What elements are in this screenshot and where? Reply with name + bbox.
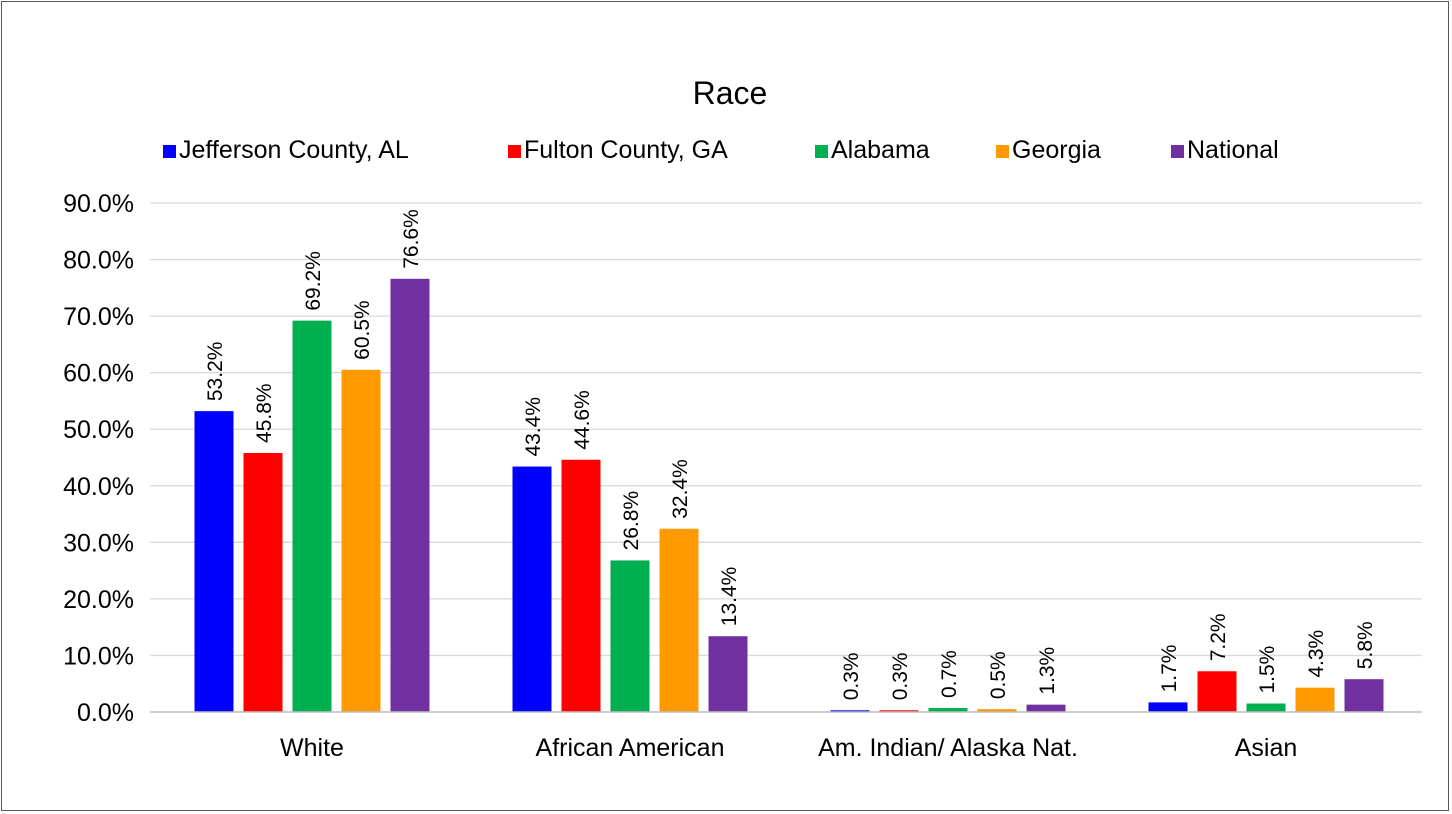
data-label: 32.4%	[669, 459, 692, 519]
y-tick-label: 20.0%	[63, 586, 134, 614]
y-tick-label: 0.0%	[77, 699, 134, 727]
data-label: 13.4%	[718, 567, 741, 627]
bar	[659, 528, 699, 712]
bar	[292, 320, 332, 712]
legend-swatch	[815, 145, 828, 158]
bar	[1197, 671, 1237, 712]
y-tick-label: 40.0%	[63, 473, 134, 501]
bar	[1026, 704, 1066, 712]
legend: Jefferson County, AL Fulton County, GA Ala…	[163, 136, 1279, 164]
legend-label: Jefferson County, AL	[179, 136, 409, 164]
bars	[194, 278, 1384, 712]
y-tick-label: 50.0%	[63, 416, 134, 444]
bar	[977, 709, 1017, 712]
x-axis: White African American Am. Indian/ Alaska …	[150, 711, 1422, 762]
data-label: 0.7%	[938, 650, 961, 698]
chart-title: Race	[693, 75, 768, 111]
data-label: 1.5%	[1256, 646, 1279, 694]
data-label: 7.2%	[1207, 613, 1230, 661]
data-label: 5.8%	[1354, 621, 1377, 669]
y-tick-label: 80.0%	[63, 247, 134, 275]
legend-swatch	[996, 145, 1009, 158]
bar	[561, 459, 601, 712]
y-tick-label: 10.0%	[63, 642, 134, 670]
data-label: 60.5%	[351, 300, 374, 360]
y-axis: 0.0% 10.0% 20.0% 30.0% 40.0% 50.0% 60.0% 70.0% 8…	[63, 190, 134, 727]
x-tick-label: Asian	[1235, 734, 1298, 762]
bar	[512, 466, 552, 712]
bar	[1246, 703, 1286, 712]
x-tick-label: African American	[536, 734, 725, 762]
bar	[830, 710, 870, 712]
data-label: 69.2%	[302, 251, 325, 311]
legend-label: National	[1187, 136, 1279, 164]
gridlines	[150, 202, 1422, 713]
bar	[610, 560, 650, 712]
data-label: 53.2%	[204, 342, 227, 402]
bar	[194, 411, 234, 712]
data-label: 0.3%	[889, 652, 912, 700]
y-tick-label: 30.0%	[63, 529, 134, 557]
data-label: 43.4%	[522, 397, 545, 457]
y-tick-label: 60.0%	[63, 360, 134, 388]
bar	[928, 708, 968, 712]
data-label: 1.3%	[1036, 647, 1059, 695]
bar	[1344, 679, 1384, 712]
data-label: 4.3%	[1305, 630, 1328, 678]
bar	[1295, 687, 1335, 712]
legend-swatch	[508, 145, 521, 158]
bar	[879, 710, 919, 712]
legend-label: Alabama	[831, 136, 930, 164]
data-label: 45.8%	[253, 383, 276, 443]
y-tick-label: 90.0%	[63, 190, 134, 218]
data-label: 76.6%	[400, 209, 423, 269]
bar	[390, 278, 430, 712]
data-label: 1.7%	[1158, 645, 1181, 693]
legend-label: Fulton County, GA	[524, 136, 728, 164]
legend-swatch	[163, 145, 176, 158]
x-tick-label: Am. Indian/ Alaska Nat.	[818, 734, 1078, 762]
bar	[341, 369, 381, 712]
y-tick-label: 70.0%	[63, 303, 134, 331]
data-label: 0.5%	[987, 651, 1010, 699]
data-label: 26.8%	[620, 491, 643, 551]
bar	[243, 452, 283, 712]
bar	[1148, 702, 1188, 712]
x-tick-label: White	[280, 734, 344, 762]
data-label: 0.3%	[840, 652, 863, 700]
legend-label: Georgia	[1012, 136, 1101, 164]
bar	[708, 636, 748, 712]
data-labels: 53.2% 45.8% 69.2% 60.5% 76.6% 43.4% 44.6% 26.8%…	[204, 209, 1377, 700]
data-label: 44.6%	[571, 390, 594, 450]
legend-swatch	[1171, 145, 1184, 158]
